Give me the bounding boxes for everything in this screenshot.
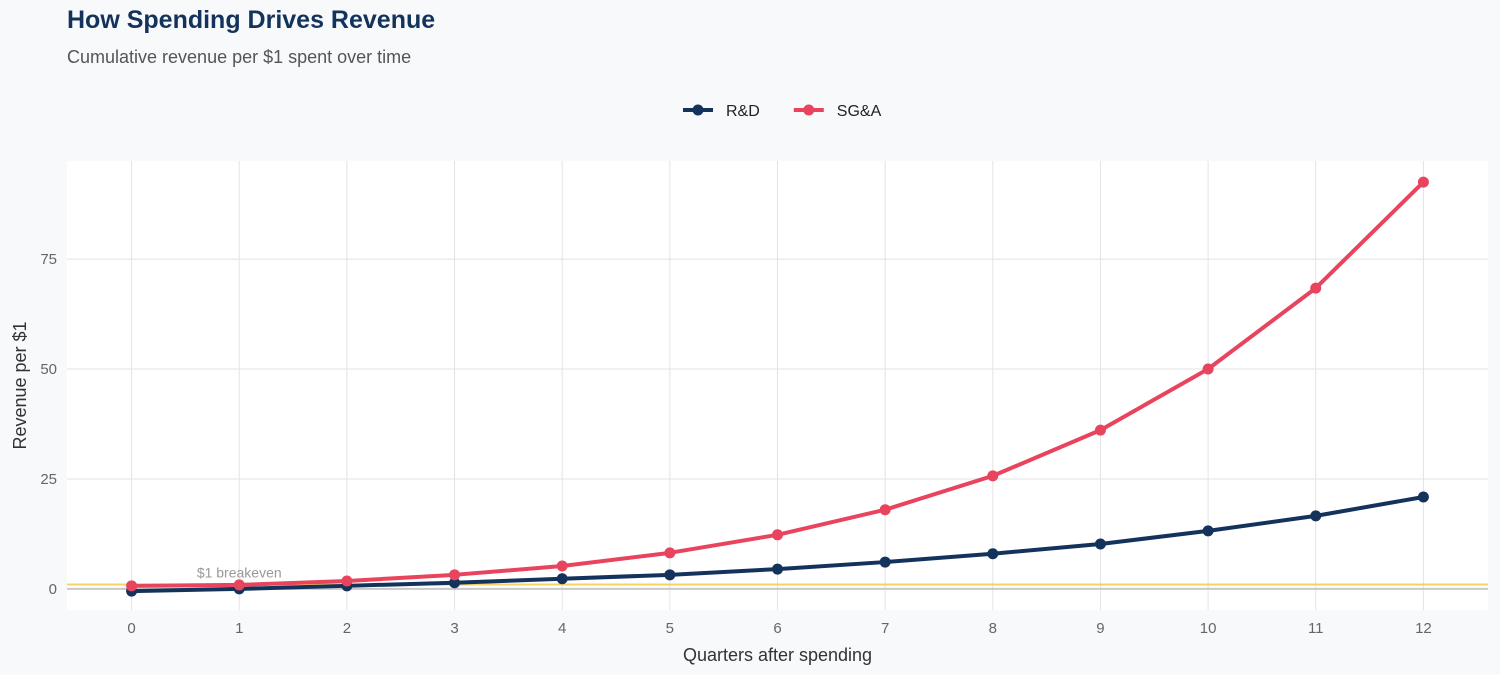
x-axis-label: Quarters after spending xyxy=(683,645,872,665)
x-tick-label: 6 xyxy=(773,620,781,637)
data-point-1 xyxy=(126,580,138,592)
data-point-0 xyxy=(556,573,568,585)
legend-swatch-point xyxy=(692,104,704,116)
data-point-0 xyxy=(1094,538,1106,550)
data-point-1 xyxy=(772,529,783,541)
legend-swatch-point xyxy=(803,104,815,116)
data-point-0 xyxy=(1202,525,1214,537)
x-tick-label: 9 xyxy=(1096,620,1104,637)
data-point-0 xyxy=(987,548,999,560)
y-tick-label: 75 xyxy=(40,251,57,268)
x-tick-label: 3 xyxy=(450,620,458,637)
x-tick-label: 11 xyxy=(1308,620,1324,637)
data-point-0 xyxy=(664,569,676,581)
data-point-1 xyxy=(556,560,568,572)
legend-label: SG&A xyxy=(837,103,882,120)
legend-label: R&D xyxy=(726,103,760,120)
data-point-1 xyxy=(1202,363,1214,375)
data-point-1 xyxy=(341,575,353,587)
y-axis-label: Revenue per $1 xyxy=(10,321,30,449)
breakeven-label: $1 breakeven xyxy=(197,564,282,580)
data-point-0 xyxy=(1310,510,1322,522)
x-tick-label: 10 xyxy=(1200,620,1217,637)
data-point-0 xyxy=(879,556,891,568)
data-point-1 xyxy=(1310,282,1322,294)
data-point-1 xyxy=(1094,424,1106,436)
data-point-0 xyxy=(449,577,461,589)
data-point-1 xyxy=(1417,176,1429,188)
data-point-0 xyxy=(1417,491,1429,503)
x-tick-label: 2 xyxy=(343,620,351,637)
x-tick-label: 0 xyxy=(127,620,135,637)
data-point-1 xyxy=(233,579,245,591)
x-tick-label: 12 xyxy=(1415,620,1432,637)
y-tick-label: 25 xyxy=(40,471,57,488)
x-tick-label: 7 xyxy=(881,620,889,637)
y-tick-label: 0 xyxy=(49,581,57,598)
x-tick-label: 1 xyxy=(235,620,243,637)
chart-subtitle: Cumulative revenue per $1 spent over tim… xyxy=(67,47,412,67)
x-tick-label: 5 xyxy=(666,620,674,637)
data-point-1 xyxy=(664,547,676,559)
data-point-0 xyxy=(772,563,783,575)
x-tick-label: 8 xyxy=(989,620,997,637)
data-point-1 xyxy=(449,569,461,581)
data-point-1 xyxy=(879,504,891,516)
chart-title: How Spending Drives Revenue xyxy=(67,6,436,34)
y-tick-label: 50 xyxy=(40,361,57,378)
x-tick-label: 4 xyxy=(558,620,566,637)
data-point-1 xyxy=(987,470,999,482)
